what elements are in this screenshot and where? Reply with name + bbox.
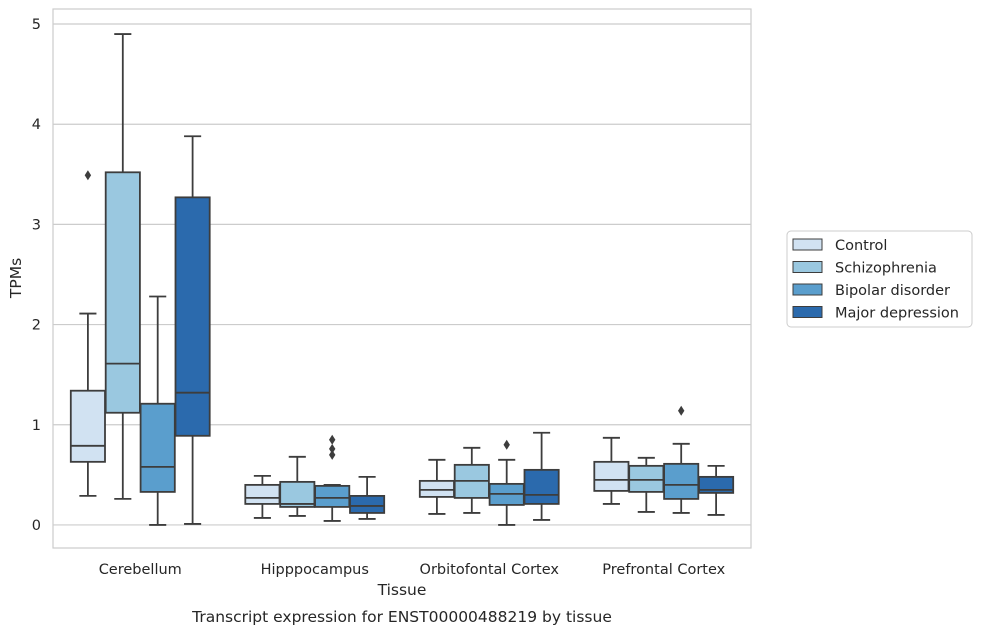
outlier-point <box>329 443 336 454</box>
iqr-box <box>174 196 211 437</box>
iqr-box <box>279 480 316 508</box>
outlier-point <box>84 170 92 181</box>
box-bipolar-disorder <box>314 434 351 522</box>
legend-swatch <box>792 261 823 273</box>
iqr-box <box>349 495 386 514</box>
x-axis-label: Tissue <box>377 581 427 599</box>
box-schizophrenia <box>104 33 141 500</box>
box-major-depression <box>698 464 735 516</box>
iqr-box <box>663 462 700 500</box>
chart-caption: Transcript expression for ENST0000048821… <box>191 608 612 626</box>
box-schizophrenia <box>453 446 490 514</box>
outlier-point <box>329 449 336 460</box>
x-tick-labels: Cerebellum Hipppocampus Orbitofontal Corte… <box>99 562 726 578</box>
outlier-point <box>329 434 336 445</box>
x-tick-label: Cerebellum <box>99 562 182 578</box>
legend-swatch <box>792 283 823 296</box>
legend-frame <box>786 230 973 328</box>
box-schizophrenia <box>628 456 665 513</box>
y-tick-labels: 0 1 2 3 4 5 <box>32 17 41 534</box>
box-groups <box>69 33 735 526</box>
box-major-depression <box>349 475 386 520</box>
outlier-point <box>503 439 510 450</box>
legend-swatch <box>792 306 823 318</box>
outlier-point <box>678 405 685 416</box>
box-major-depression <box>174 135 211 525</box>
x-tick-label: Hipppocampus <box>261 562 369 578</box>
iqr-box <box>104 171 141 414</box>
iqr-box <box>69 389 106 463</box>
box-major-depression <box>523 431 560 521</box>
legend-swatch <box>792 238 823 251</box>
box-bipolar-disorder <box>488 439 525 526</box>
box-control <box>418 458 455 515</box>
iqr-box <box>628 464 665 493</box>
y-tick-label: 0 <box>32 518 41 534</box>
legend: Control Schizophrenia Bipolar disorder Majo… <box>786 230 973 328</box>
box-control <box>244 474 281 519</box>
iqr-box <box>523 468 560 505</box>
box-control <box>69 170 106 497</box>
legend-items: Control Schizophrenia Bipolar disorder Majo… <box>792 238 959 322</box>
iqr-box <box>139 402 176 493</box>
legend-label: Schizophrenia <box>835 261 937 277</box>
y-tick-label: 3 <box>32 217 41 233</box>
plot-frame <box>52 8 752 549</box>
iqr-box <box>244 483 281 505</box>
iqr-box <box>418 479 455 498</box>
y-tick-label: 5 <box>32 17 41 33</box>
x-tick-label: Orbitofontal Cortex <box>420 562 560 578</box>
x-tick-label: Prefrontal Cortex <box>602 562 725 578</box>
iqr-box <box>314 484 351 508</box>
box-bipolar-disorder <box>663 405 700 514</box>
legend-label: Bipolar disorder <box>835 283 950 299</box>
legend-label: Control <box>835 238 887 254</box>
iqr-box <box>593 460 630 492</box>
box-bipolar-disorder <box>139 295 176 526</box>
box-control <box>593 436 630 505</box>
y-tick-label: 1 <box>32 418 41 434</box>
box-schizophrenia <box>279 455 316 517</box>
y-tick-label: 4 <box>32 117 41 133</box>
legend-label: Major depression <box>835 306 959 322</box>
y-axis-label: TPMs <box>7 258 25 299</box>
iqr-box <box>698 475 735 494</box>
y-tick-label: 2 <box>32 318 41 334</box>
